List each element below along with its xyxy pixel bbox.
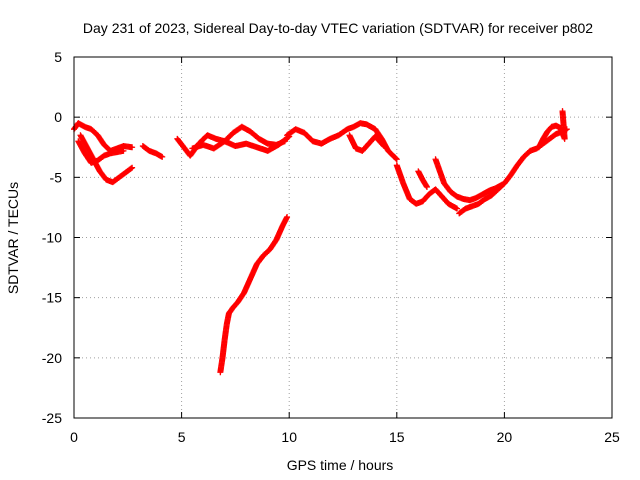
series-track-i xyxy=(346,132,387,154)
data-points xyxy=(71,108,570,376)
series-track-d xyxy=(139,143,166,160)
x-tick-label: 5 xyxy=(178,429,186,445)
data-point xyxy=(159,153,166,160)
y-tick-label: -25 xyxy=(42,410,62,426)
data-point xyxy=(120,147,127,154)
grid-lines xyxy=(74,57,612,418)
data-point xyxy=(380,143,387,150)
x-tick-labels: 0 5 10 15 20 25 xyxy=(70,429,620,445)
series-track-j xyxy=(393,162,461,212)
x-tick-label: 25 xyxy=(604,429,620,445)
data-point xyxy=(129,164,136,171)
x-tick-label: 20 xyxy=(497,429,513,445)
data-point xyxy=(559,108,566,115)
x-tick-label: 10 xyxy=(281,429,297,445)
series-track-o xyxy=(535,108,568,151)
y-axis-label: SDTVAR / TECUs xyxy=(5,182,21,294)
series-track-m xyxy=(456,147,534,217)
y-tick-label: 0 xyxy=(54,109,62,125)
data-point xyxy=(380,142,387,149)
y-tick-label: -5 xyxy=(50,169,63,185)
data-point xyxy=(128,165,135,172)
data-point xyxy=(393,155,400,162)
plot-frame xyxy=(73,56,613,419)
x-tick-label: 0 xyxy=(70,429,78,445)
y-tick-label: 5 xyxy=(54,49,62,65)
y-tick-label: -20 xyxy=(42,350,62,366)
y-tick-label: -10 xyxy=(42,230,62,246)
data-point xyxy=(393,156,400,163)
x-tick-label: 15 xyxy=(389,429,405,445)
y-tick-label: -15 xyxy=(42,290,62,306)
data-point xyxy=(423,183,430,190)
data-point xyxy=(129,144,136,151)
y-tick-labels: 5 0 -5 -10 -15 -20 -25 xyxy=(42,49,62,426)
series-track-g xyxy=(217,214,291,376)
chart-title: Day 231 of 2023, Sidereal Day-to-day VTE… xyxy=(83,20,593,36)
series-track-c xyxy=(75,138,127,166)
series-track-k xyxy=(415,168,430,190)
data-point xyxy=(284,214,291,221)
data-point xyxy=(454,205,461,212)
x-axis-label: GPS time / hours xyxy=(287,457,394,473)
